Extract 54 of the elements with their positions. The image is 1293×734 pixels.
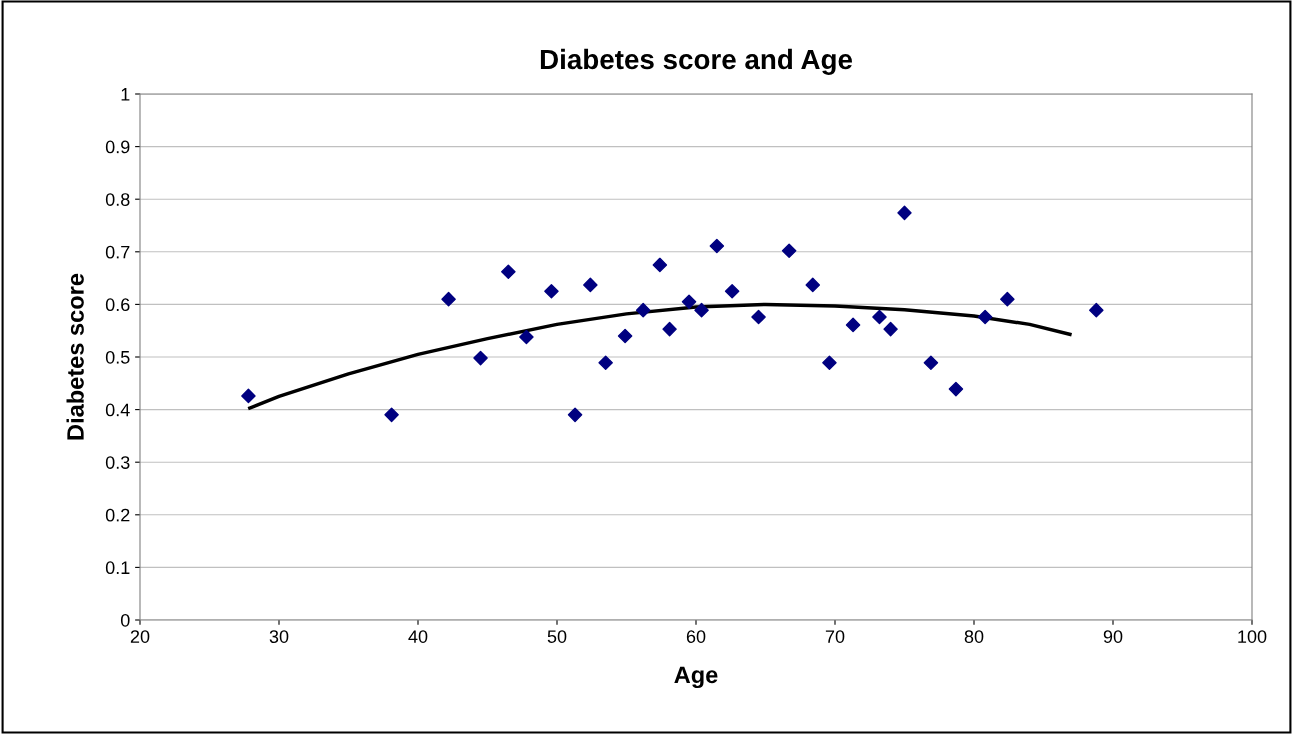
- y-tick-label: 0.7: [105, 245, 130, 259]
- point: [694, 302, 709, 318]
- point: [501, 264, 516, 280]
- point: [822, 355, 837, 371]
- point: [948, 381, 964, 397]
- y-axis-title: Diabetes score: [66, 273, 84, 440]
- point: [662, 321, 677, 337]
- point: [709, 238, 725, 254]
- point: [567, 407, 583, 423]
- x-axis-title: Age: [674, 666, 718, 689]
- point: [1089, 302, 1104, 318]
- point: [805, 277, 821, 293]
- x-tick-label: 20: [130, 630, 150, 643]
- point: [883, 321, 898, 337]
- y-tick-label: 0.9: [105, 140, 130, 154]
- point: [583, 277, 598, 293]
- y-tick-label: 0.5: [105, 350, 130, 364]
- point: [635, 302, 651, 318]
- y-tick-label: 0.3: [105, 456, 130, 469]
- x-tick-label: 80: [964, 630, 984, 643]
- y-tick-label: 0.1: [105, 561, 130, 575]
- point: [1000, 291, 1015, 307]
- x-tick-label: 90: [1103, 630, 1123, 643]
- point: [724, 283, 740, 299]
- point: [845, 317, 861, 333]
- y-tick-label: 0.2: [105, 508, 130, 522]
- point: [681, 294, 697, 310]
- point: [872, 309, 887, 325]
- point: [751, 309, 766, 325]
- chart-title: Diabetes score and Age: [540, 48, 853, 75]
- point: [617, 328, 633, 344]
- x-tick-label: 30: [269, 630, 289, 643]
- point: [598, 355, 613, 371]
- point: [977, 309, 993, 325]
- y-tick-label: 0: [120, 613, 130, 627]
- x-tick-label: 40: [408, 630, 428, 643]
- x-tick-label: 70: [825, 630, 845, 643]
- y-tick-label: 0.4: [105, 403, 130, 417]
- point: [897, 205, 912, 221]
- point: [544, 283, 559, 299]
- point: [441, 291, 456, 307]
- x-tick-label: 60: [686, 630, 706, 643]
- point: [923, 355, 939, 371]
- point: [473, 350, 488, 366]
- y-tick-label: 1: [121, 88, 130, 101]
- point: [519, 329, 534, 345]
- y-tick-label: 0.6: [105, 298, 130, 312]
- point: [652, 257, 668, 273]
- point: [384, 407, 399, 423]
- point: [781, 243, 797, 259]
- y-tick-label: 0.8: [105, 193, 130, 206]
- x-tick-label: 50: [547, 630, 567, 643]
- point: [241, 388, 256, 404]
- x-tick-label: 100: [1238, 630, 1267, 643]
